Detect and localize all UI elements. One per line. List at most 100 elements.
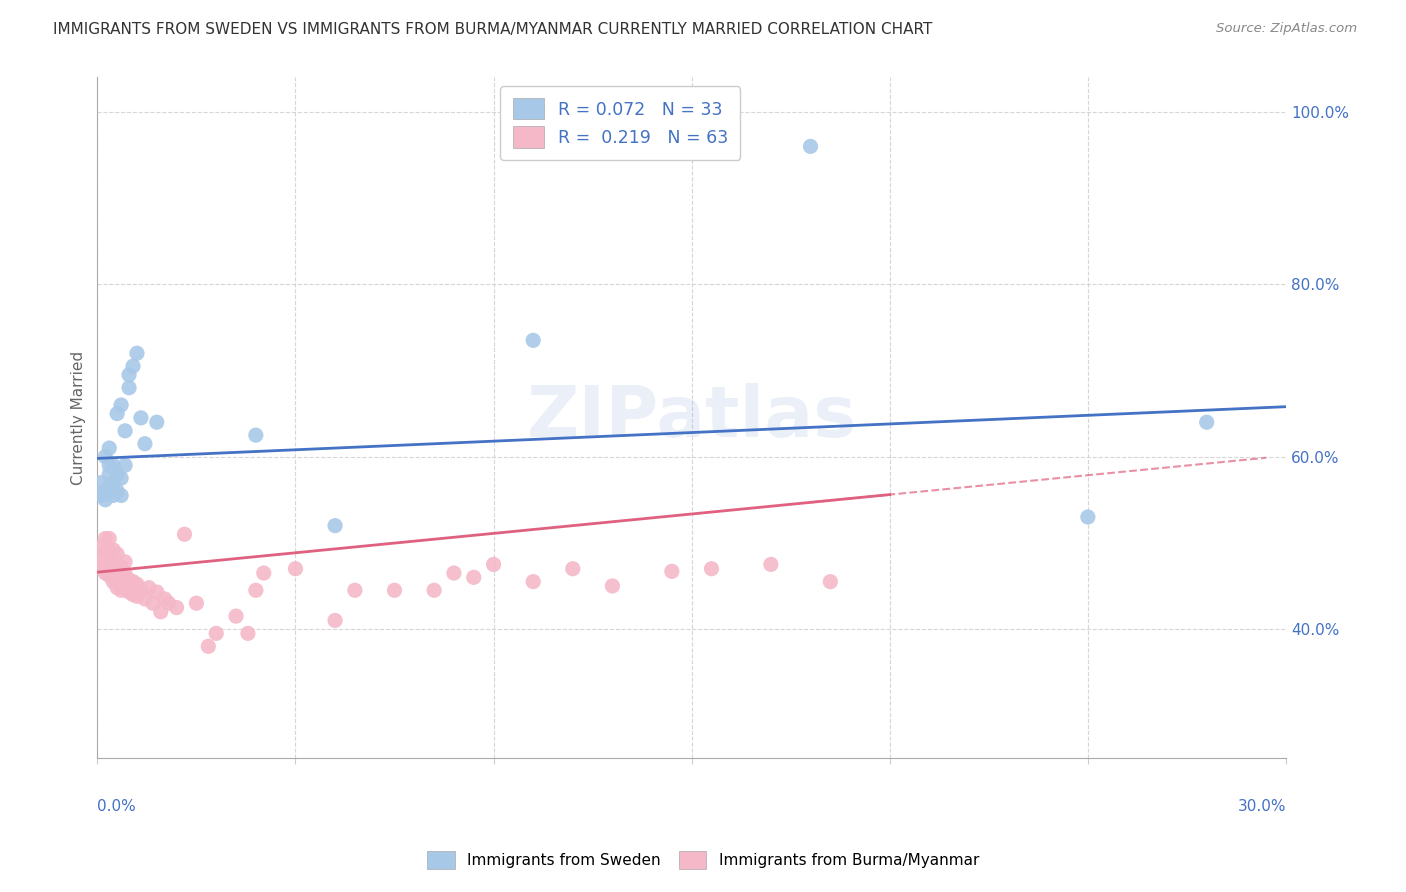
Point — [561, 562, 583, 576]
Point — [799, 139, 821, 153]
Point — [134, 436, 156, 450]
Point — [146, 585, 169, 599]
Point — [186, 596, 208, 610]
Text: ZIPatlas: ZIPatlas — [527, 384, 856, 452]
Point — [105, 407, 128, 421]
Point — [197, 640, 219, 654]
Point — [323, 518, 346, 533]
Point — [423, 583, 446, 598]
Point — [94, 450, 117, 464]
Point — [94, 492, 117, 507]
Point — [90, 540, 112, 554]
Point — [98, 458, 121, 473]
Point — [98, 532, 121, 546]
Point — [125, 346, 148, 360]
Point — [125, 577, 148, 591]
Point — [118, 585, 141, 599]
Point — [153, 591, 176, 606]
Point — [602, 579, 624, 593]
Point — [125, 590, 148, 604]
Point — [94, 484, 117, 499]
Point — [157, 596, 180, 610]
Point — [173, 527, 195, 541]
Legend: Immigrants from Sweden, Immigrants from Burma/Myanmar: Immigrants from Sweden, Immigrants from … — [420, 845, 986, 875]
Y-axis label: Currently Married: Currently Married — [72, 351, 86, 485]
Point — [122, 574, 145, 589]
Point — [118, 573, 141, 587]
Point — [482, 558, 505, 572]
Point — [98, 544, 121, 558]
Point — [118, 368, 141, 382]
Point — [110, 488, 132, 502]
Point — [110, 572, 132, 586]
Legend: R = 0.072   N = 33, R =  0.219   N = 63: R = 0.072 N = 33, R = 0.219 N = 63 — [501, 87, 740, 160]
Point — [105, 559, 128, 574]
Point — [245, 428, 267, 442]
Point — [114, 555, 136, 569]
Point — [443, 566, 465, 580]
Point — [661, 564, 683, 578]
Point — [98, 441, 121, 455]
Point — [98, 467, 121, 481]
Point — [94, 544, 117, 558]
Point — [103, 488, 125, 502]
Point — [166, 600, 188, 615]
Point — [103, 475, 125, 490]
Point — [105, 484, 128, 499]
Point — [384, 583, 406, 598]
Text: Source: ZipAtlas.com: Source: ZipAtlas.com — [1216, 22, 1357, 36]
Point — [253, 566, 276, 580]
Point — [110, 583, 132, 598]
Point — [142, 596, 165, 610]
Point — [129, 410, 152, 425]
Text: 0.0%: 0.0% — [97, 799, 136, 814]
Point — [225, 609, 247, 624]
Point — [522, 574, 544, 589]
Point — [284, 562, 307, 576]
Point — [700, 562, 723, 576]
Point — [759, 558, 782, 572]
Point — [94, 558, 117, 572]
Point — [820, 574, 842, 589]
Point — [110, 560, 132, 574]
Point — [463, 570, 485, 584]
Text: IMMIGRANTS FROM SWEDEN VS IMMIGRANTS FROM BURMA/MYANMAR CURRENTLY MARRIED CORREL: IMMIGRANTS FROM SWEDEN VS IMMIGRANTS FRO… — [53, 22, 932, 37]
Point — [103, 566, 125, 580]
Point — [129, 583, 152, 598]
Point — [94, 532, 117, 546]
Point — [138, 581, 160, 595]
Point — [343, 583, 366, 598]
Point — [146, 415, 169, 429]
Point — [245, 583, 267, 598]
Point — [114, 566, 136, 581]
Point — [134, 591, 156, 606]
Point — [98, 568, 121, 582]
Point — [1195, 415, 1218, 429]
Point — [323, 614, 346, 628]
Point — [103, 574, 125, 589]
Point — [522, 334, 544, 348]
Point — [105, 547, 128, 561]
Point — [98, 558, 121, 572]
Point — [110, 471, 132, 485]
Point — [103, 542, 125, 557]
Point — [105, 570, 128, 584]
Point — [122, 588, 145, 602]
Point — [236, 626, 259, 640]
Point — [114, 579, 136, 593]
Point — [105, 581, 128, 595]
Point — [90, 562, 112, 576]
Point — [94, 566, 117, 580]
Point — [110, 398, 132, 412]
Point — [103, 555, 125, 569]
Point — [114, 424, 136, 438]
Point — [90, 553, 112, 567]
Point — [122, 359, 145, 374]
Point — [90, 488, 112, 502]
Point — [105, 467, 128, 481]
Point — [114, 458, 136, 473]
Text: 30.0%: 30.0% — [1237, 799, 1286, 814]
Point — [103, 458, 125, 473]
Point — [1077, 510, 1099, 524]
Point — [118, 381, 141, 395]
